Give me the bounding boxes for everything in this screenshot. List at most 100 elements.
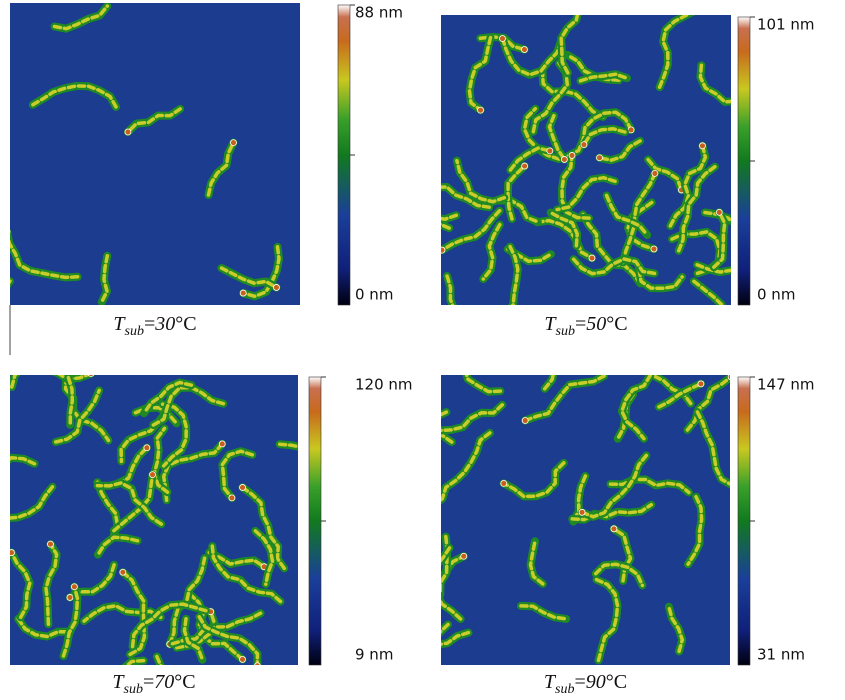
peak <box>629 361 635 367</box>
feature-core <box>197 615 260 665</box>
peak <box>460 552 468 560</box>
image-content <box>441 15 767 353</box>
feature-core <box>621 171 657 265</box>
caption-subscript: sub <box>556 324 575 339</box>
colorbar-max-label: 88 nm <box>355 4 403 22</box>
peak <box>477 106 484 114</box>
feature-core <box>571 257 657 276</box>
feature-core <box>16 617 72 639</box>
feature-core <box>100 254 110 304</box>
feature-core <box>167 556 207 646</box>
feature-core <box>116 445 149 486</box>
image-background <box>10 3 300 305</box>
caption-unit: °C <box>174 671 195 693</box>
caption-equals: = <box>143 671 154 693</box>
peak <box>718 347 724 353</box>
feature-core <box>441 403 505 433</box>
feature-core <box>82 604 163 623</box>
feature-core <box>207 550 266 569</box>
feature-core <box>467 35 493 112</box>
feature-core <box>124 658 146 665</box>
feature-core <box>63 375 111 443</box>
feature-core <box>676 164 717 253</box>
afm-image <box>441 15 767 353</box>
feature-core <box>560 153 591 220</box>
feature-core <box>253 529 275 586</box>
caption: Tsub=50°C <box>544 313 627 339</box>
colorbar-max-label: 147 nm <box>757 376 815 394</box>
feature-core <box>445 274 455 305</box>
caption-equals: = <box>575 313 586 335</box>
peak <box>580 141 588 149</box>
feature-core <box>501 461 566 499</box>
feature <box>10 277 14 289</box>
feature-core <box>594 577 620 663</box>
feature-core <box>698 63 731 104</box>
peak <box>10 549 15 556</box>
peak <box>66 594 74 601</box>
peak <box>230 139 237 147</box>
feature-core <box>646 157 684 192</box>
peak <box>610 525 618 533</box>
afm-image <box>10 375 298 665</box>
feature-core <box>31 84 118 109</box>
feature-core <box>441 410 449 417</box>
feature-core <box>608 477 691 495</box>
caption-subscript: sub <box>555 682 574 697</box>
peak <box>568 152 576 159</box>
feature-core <box>559 15 580 75</box>
peak <box>10 230 11 234</box>
feature-core <box>506 164 527 221</box>
feature-core <box>582 127 627 147</box>
feature-core <box>66 375 75 427</box>
peak <box>596 154 603 162</box>
peak <box>521 417 529 424</box>
caption-temperature: 50 <box>586 313 606 335</box>
feature-core <box>668 144 708 228</box>
peak <box>218 440 226 448</box>
feature-core <box>10 550 32 620</box>
image-content <box>10 375 298 665</box>
feature-core <box>441 208 502 252</box>
peak <box>521 46 528 53</box>
peak <box>87 375 95 377</box>
feature-core <box>500 36 563 77</box>
feature-core <box>548 210 579 248</box>
peak <box>650 245 658 253</box>
feature-core <box>219 266 279 290</box>
feature-core <box>542 375 555 391</box>
caption-symbol: T <box>113 313 126 335</box>
feature-core <box>604 193 649 237</box>
afm-image <box>10 3 300 305</box>
feature-core <box>626 200 656 251</box>
feature-core <box>96 535 140 557</box>
peak <box>715 208 723 216</box>
feature-core <box>497 198 540 224</box>
peak <box>239 289 247 297</box>
feature-core <box>581 212 643 286</box>
feature-core <box>95 481 164 526</box>
feature-core <box>220 449 255 500</box>
peak <box>482 322 488 328</box>
feature-core <box>535 218 594 260</box>
caption: Tsub=90°C <box>544 671 627 697</box>
feature-core <box>441 431 492 502</box>
peak <box>239 484 246 491</box>
feature-core <box>657 15 691 89</box>
peak <box>578 508 586 516</box>
peak <box>761 120 767 126</box>
peak <box>119 568 127 576</box>
feature-core <box>10 237 80 280</box>
caption-symbol: T <box>544 313 557 335</box>
peak <box>239 656 246 663</box>
feature-core <box>667 605 685 654</box>
peak <box>697 380 705 388</box>
caption-temperature: 90 <box>586 671 606 693</box>
peak <box>273 284 280 291</box>
feature-core <box>637 267 684 291</box>
caption-unit: °C <box>606 313 627 335</box>
feature-core <box>540 69 605 119</box>
peak <box>441 246 446 254</box>
caption-symbol: T <box>544 671 557 693</box>
peak <box>699 142 706 150</box>
